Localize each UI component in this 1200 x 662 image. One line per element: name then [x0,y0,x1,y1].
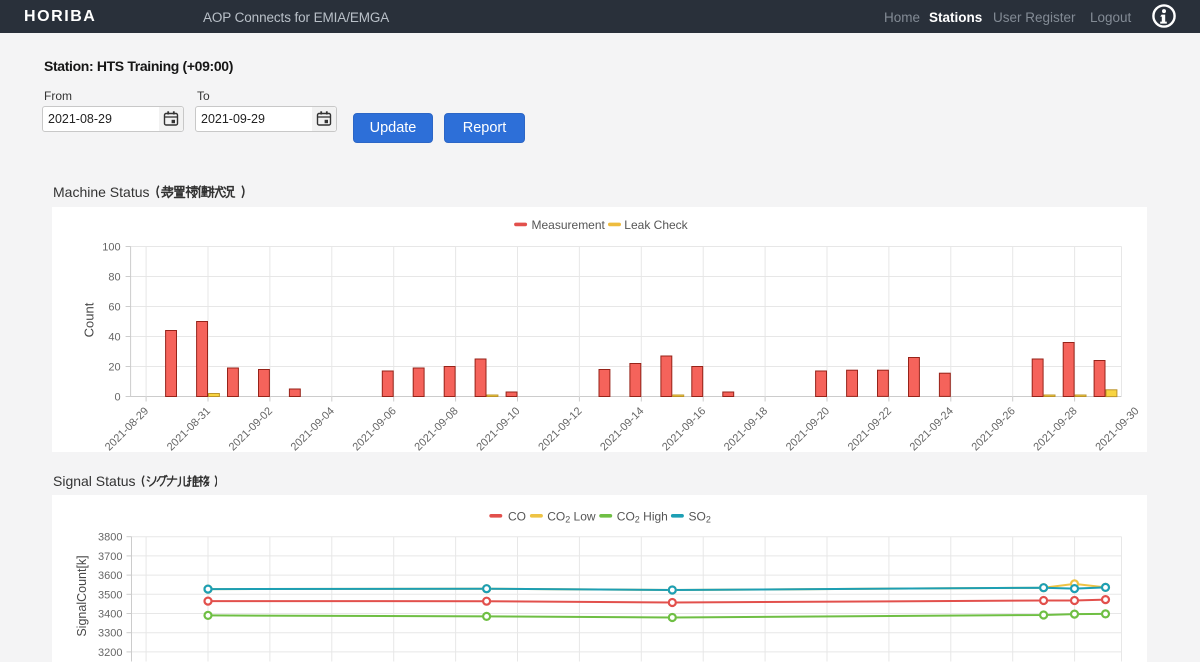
svg-text:2021-08-31: 2021-08-31 [165,405,213,452]
svg-text:CO2 High: CO2 High [617,509,668,524]
svg-text:2021-09-08: 2021-09-08 [412,405,460,452]
svg-text:2021-09-28: 2021-09-28 [1031,405,1079,452]
svg-text:2021-09-16: 2021-09-16 [660,405,708,452]
svg-text:3300: 3300 [98,628,122,640]
svg-text:2021-09-02: 2021-09-02 [227,405,275,452]
svg-text:40: 40 [108,332,120,344]
svg-text:2021-09-24: 2021-09-24 [908,405,956,452]
svg-text:60: 60 [108,302,120,314]
svg-text:CO2 Low: CO2 Low [547,509,596,524]
svg-text:100: 100 [102,242,120,254]
svg-text:2021-09-06: 2021-09-06 [351,405,399,452]
svg-text:3700: 3700 [98,551,122,563]
svg-text:2021-09-22: 2021-09-22 [846,405,894,452]
svg-text:2021-09-30: 2021-09-30 [1093,405,1141,452]
svg-text:2021-08-29: 2021-08-29 [103,405,151,452]
svg-text:SignalCount[k]: SignalCount[k] [75,555,89,636]
svg-text:2021-09-10: 2021-09-10 [474,405,522,452]
svg-text:3400: 3400 [98,609,122,621]
svg-text:3500: 3500 [98,589,122,601]
svg-text:2021-09-12: 2021-09-12 [536,405,584,452]
svg-text:2021-09-20: 2021-09-20 [784,405,832,452]
svg-text:CO: CO [508,509,526,523]
svg-text:80: 80 [108,272,120,284]
svg-text:20: 20 [108,362,120,374]
svg-text:3600: 3600 [98,570,122,582]
svg-text:2021-09-26: 2021-09-26 [970,405,1018,452]
svg-text:2021-09-14: 2021-09-14 [598,405,646,452]
svg-text:Leak Check: Leak Check [624,218,688,232]
svg-text:3800: 3800 [98,532,122,544]
svg-text:3200: 3200 [98,647,122,659]
svg-text:2021-09-04: 2021-09-04 [289,405,337,452]
svg-text:0: 0 [114,392,120,404]
svg-text:SO2: SO2 [689,509,711,524]
svg-text:2021-09-18: 2021-09-18 [722,405,770,452]
svg-text:Count: Count [82,302,97,337]
svg-text:Measurement: Measurement [532,218,606,232]
